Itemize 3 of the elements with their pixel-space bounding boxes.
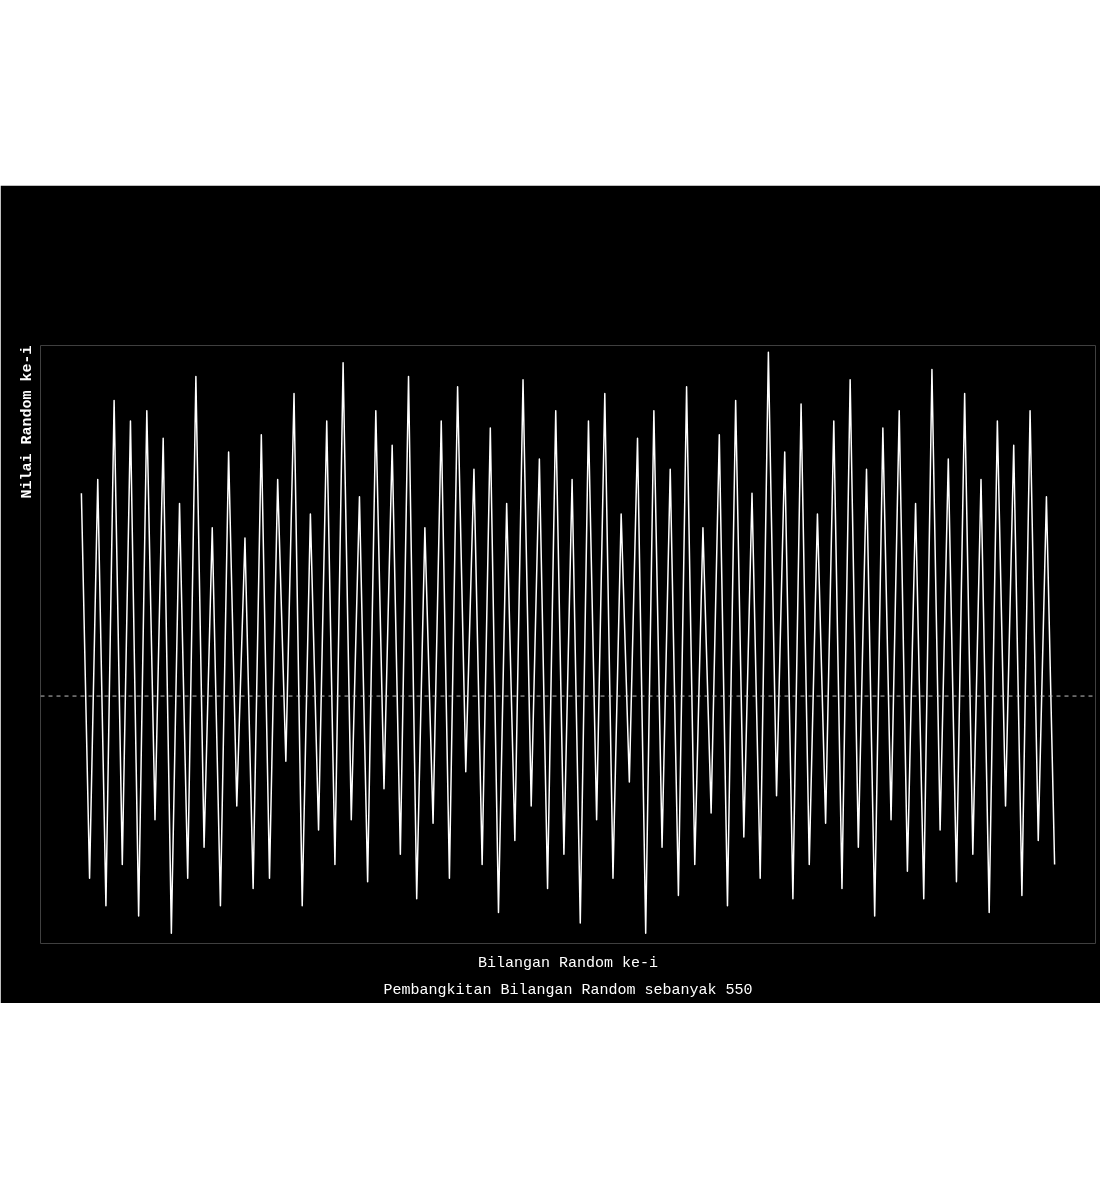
y-axis-title: Nilai Random ke-i — [18, 345, 36, 499]
text: Pembangkitan Bilangan Random sebanyak 550 — [383, 981, 753, 999]
x-axis-title: Bilangan Random ke-i — [477, 954, 659, 972]
